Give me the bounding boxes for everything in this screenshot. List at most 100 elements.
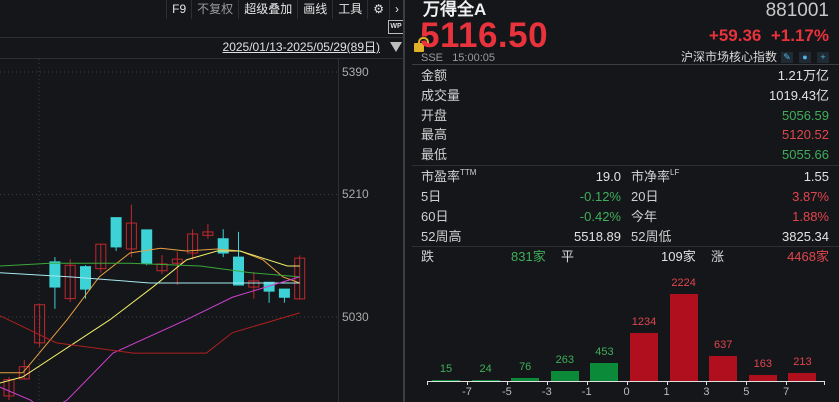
x-tick	[706, 381, 708, 385]
change-value: +59.36	[708, 26, 762, 45]
stat: 今年 1.88%	[631, 207, 829, 227]
histogram-bar[interactable]	[669, 294, 698, 381]
quote-row: 最低 5055.66	[421, 145, 829, 165]
down-label: 跌	[421, 249, 435, 264]
x-tick-label: 0	[623, 386, 630, 398]
bar-value-label: 76	[519, 361, 532, 374]
gear-icon[interactable]: ⚙	[367, 0, 389, 19]
row-label: 最低	[421, 147, 448, 163]
candle-body	[156, 263, 168, 272]
candle-body	[95, 243, 107, 270]
wp-icon[interactable]: WP	[388, 20, 404, 34]
candle-body	[248, 280, 260, 288]
flat-count: 109家	[661, 249, 696, 264]
x-tick	[786, 381, 788, 385]
row-label: 开盘	[421, 107, 448, 123]
x-tick-label: -1	[581, 386, 592, 398]
histogram-bar[interactable]	[471, 380, 500, 381]
stat-label: 市净率LF	[631, 168, 680, 184]
stat: 52周高 5518.89	[421, 227, 621, 247]
stat-label: 5日	[421, 189, 442, 204]
divider	[412, 165, 839, 166]
histogram-bar[interactable]	[748, 374, 777, 381]
exchange: SSE	[421, 52, 444, 64]
candle-body	[217, 238, 229, 254]
candle-body	[3, 379, 15, 397]
candlestick-chart[interactable]	[0, 59, 340, 402]
toolbar-f9[interactable]: F9	[166, 0, 191, 19]
bell-icon[interactable]: ●	[799, 52, 811, 63]
histogram-bar[interactable]	[511, 378, 540, 381]
chart-toolbar: F9 不复权 超级叠加 画线 工具 ⚙ ›	[0, 0, 404, 19]
x-tick-label: -7	[462, 386, 472, 398]
row-label: 金额	[421, 68, 448, 83]
price-change: +59.36 +1.17%	[709, 26, 829, 46]
stat-value: 1.55	[803, 169, 829, 184]
lock-icon[interactable]	[414, 37, 429, 52]
stat-label: 60日	[421, 209, 449, 224]
y-tick-label: 5030	[342, 310, 369, 324]
quote-pair-row: 市盈率TTM 19.0 市净率LF 1.55	[421, 167, 829, 187]
x-tick-label: 1	[663, 386, 670, 398]
candle-body	[125, 222, 137, 250]
last-price: 5116.50	[420, 16, 549, 55]
quote-pair-row: 52周高 5518.89 52周低 3825.34	[421, 227, 829, 247]
stat-label: 20日	[631, 189, 659, 204]
row-value: 1.21万亿	[777, 68, 829, 83]
histogram-bar[interactable]	[590, 363, 619, 381]
stat-value: 1.88%	[792, 209, 829, 224]
bar-value-label: 163	[753, 357, 772, 370]
toolbar-adjust[interactable]: 不复权	[191, 0, 238, 19]
moving-average-line	[0, 312, 300, 354]
x-tick-label: 3	[703, 386, 710, 398]
x-axis	[427, 381, 825, 382]
histogram-bar[interactable]	[788, 372, 817, 381]
divider	[0, 37, 404, 38]
toolbar-draw[interactable]: 画线	[297, 0, 332, 19]
histogram-bar[interactable]	[630, 332, 658, 381]
toolbar-tools[interactable]: 工具	[332, 0, 367, 19]
flat-label: 平	[561, 249, 575, 264]
divider	[0, 58, 404, 59]
histogram-bar[interactable]	[709, 356, 738, 381]
row-value: 5056.59	[782, 107, 829, 123]
bar-value-label: 453	[595, 346, 614, 359]
stat-value: 3.87%	[792, 189, 829, 204]
x-tick	[746, 381, 748, 385]
up-label: 涨	[711, 249, 725, 264]
panel-divider	[403, 0, 405, 402]
edit-icon[interactable]: ✎	[781, 52, 793, 63]
x-tick-label: -5	[502, 386, 512, 398]
quote-pair-row: 5日 -0.12% 20日 3.87%	[421, 187, 829, 207]
stat-label: 52周高	[421, 229, 462, 244]
quote-pair-row: 60日 -0.42% 今年 1.88%	[421, 207, 829, 227]
x-tick	[666, 381, 668, 385]
date-range-link[interactable]: 2025/01/13-2025/05/29(89日)	[222, 40, 380, 54]
bar-value-label: 263	[555, 353, 574, 366]
candle-body	[278, 288, 290, 298]
y-axis-line	[338, 59, 339, 402]
y-tick-label: 5210	[342, 187, 369, 201]
moving-average-line	[0, 250, 300, 384]
histogram-bar[interactable]	[550, 370, 579, 381]
stat-value: -0.42%	[579, 209, 621, 224]
candle-body	[263, 281, 275, 292]
bar-value-label: 637	[714, 339, 733, 352]
up-count: 4468家	[787, 249, 829, 264]
dropdown-triangle-icon[interactable]	[390, 42, 402, 52]
moving-average-line	[0, 272, 300, 284]
histogram-bar[interactable]	[432, 380, 460, 381]
y-tick-label: 5390	[342, 65, 369, 79]
candle-body	[202, 231, 214, 236]
toolbar-overlay[interactable]: 超级叠加	[238, 0, 297, 19]
down-count: 831家	[511, 249, 546, 264]
stat-value: 19.0	[595, 169, 621, 184]
stat: 60日 -0.42%	[421, 207, 621, 227]
row-label: 成交量	[421, 87, 461, 103]
plus-icon[interactable]: +	[817, 52, 829, 63]
stat-value: 5518.89	[574, 229, 621, 244]
chevron-right-icon[interactable]: ›	[389, 0, 404, 19]
stat-label: 今年	[631, 209, 658, 224]
stat-value: -0.12%	[579, 189, 621, 204]
x-tick	[506, 381, 508, 385]
